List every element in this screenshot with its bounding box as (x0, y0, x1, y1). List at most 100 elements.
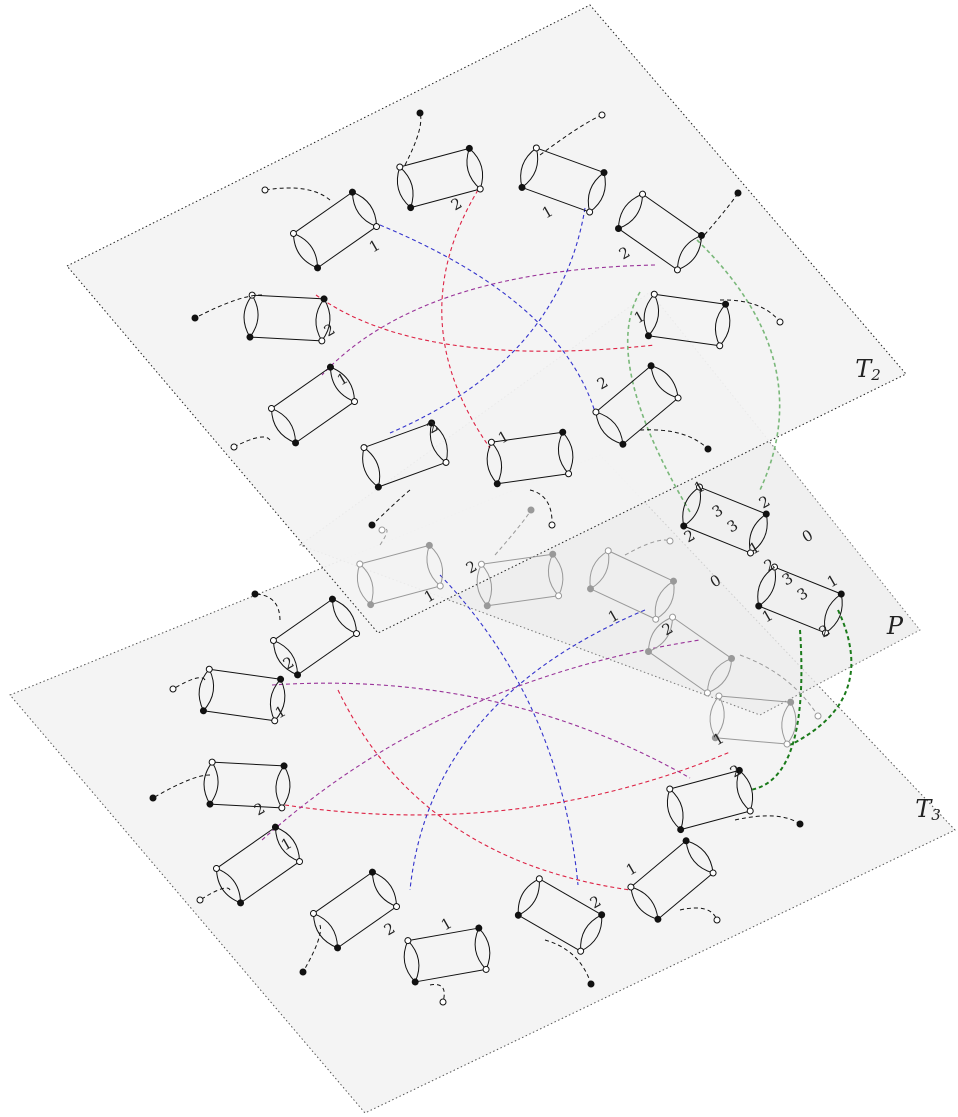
plane-name: P (886, 612, 904, 640)
vertex (837, 590, 845, 598)
gadget-edge (209, 668, 281, 680)
gadget-edge (715, 737, 788, 745)
vertex (277, 675, 285, 683)
gadget-edge (313, 871, 373, 914)
gadget-edge (271, 366, 331, 409)
vertex (465, 144, 473, 152)
vertex (565, 470, 573, 478)
leaf (378, 526, 386, 534)
gadget (643, 290, 731, 350)
vertex (586, 208, 594, 216)
vertex (654, 915, 662, 923)
leaf-edge (152, 774, 211, 799)
gadget (198, 665, 286, 725)
gadget (212, 823, 304, 907)
leaf-edge (494, 509, 532, 556)
vertex (292, 439, 300, 447)
vertex (532, 144, 540, 152)
gadget (586, 547, 678, 623)
gadget-edge (363, 422, 432, 449)
vertex (669, 613, 677, 621)
vertex (627, 883, 635, 891)
vertex (205, 665, 213, 673)
vertex (674, 394, 682, 402)
gadget-edge (669, 769, 740, 790)
vertex (677, 826, 685, 834)
gadget-edge (642, 193, 702, 236)
vertex (271, 823, 279, 831)
leaf-edge (739, 654, 819, 717)
gadget-edge (718, 695, 791, 703)
leaf (587, 980, 595, 988)
vertex (278, 804, 286, 812)
gadget (755, 563, 845, 637)
leaf-edge (639, 429, 709, 450)
connector (439, 574, 579, 886)
vertex (374, 483, 382, 491)
gadget-edge (295, 401, 355, 444)
vertex (396, 163, 404, 171)
vertex (711, 734, 719, 742)
leaf (196, 896, 204, 904)
vertex (493, 480, 501, 488)
leaf (704, 445, 712, 453)
vertex (600, 169, 608, 177)
gadget-edge (672, 616, 732, 659)
leaf-edge (429, 984, 445, 1003)
plane-label: T3 (915, 795, 941, 825)
gadget (203, 758, 291, 812)
gadget-edge (758, 605, 826, 634)
vertex (475, 924, 483, 932)
plane-label: T2 (855, 355, 881, 385)
gadget-edge (378, 461, 447, 488)
vertex (598, 911, 606, 919)
gadget (709, 692, 797, 748)
vertex (296, 858, 304, 866)
vertex (246, 333, 254, 341)
vertex (762, 510, 770, 518)
gadget-edge (216, 826, 276, 869)
gadget (309, 868, 401, 952)
vertex (535, 875, 543, 883)
gadget-edge (648, 335, 720, 347)
vertex (722, 300, 730, 308)
vertex (747, 549, 755, 557)
gadget-edge (407, 927, 479, 942)
leaf (169, 685, 177, 693)
gadget-edge (774, 566, 842, 595)
vertex (360, 444, 368, 452)
leaf (299, 968, 307, 976)
vertex (280, 762, 288, 770)
connector (696, 239, 781, 491)
leaf-edge (371, 489, 411, 526)
gadget-edge (648, 651, 708, 694)
vertex (206, 800, 214, 808)
leaf (814, 712, 822, 720)
gadget (666, 766, 754, 834)
vertex (314, 264, 322, 272)
leaf (548, 521, 556, 529)
vertex (680, 522, 688, 530)
vertex (604, 547, 612, 555)
plane-t2 (66, 4, 907, 634)
gadget-edge (487, 595, 559, 607)
plane-sub: 3 (931, 806, 941, 824)
vertex (639, 190, 647, 198)
gadget-edge (618, 228, 678, 271)
gadget (614, 190, 706, 274)
vertex (549, 550, 557, 558)
gadget-edge (521, 186, 590, 213)
gadget-edge (683, 525, 751, 554)
gadget-edge (359, 544, 430, 565)
gadget-edge (518, 914, 581, 952)
vertex (703, 689, 711, 697)
vertex (367, 601, 375, 609)
connector (321, 264, 656, 376)
vertex (428, 419, 436, 427)
vertex (755, 602, 763, 610)
gadget-edge (410, 188, 481, 209)
gadget-edge (608, 550, 674, 582)
gadget-edge (370, 585, 441, 606)
connector (337, 689, 631, 891)
leaf (416, 109, 424, 117)
